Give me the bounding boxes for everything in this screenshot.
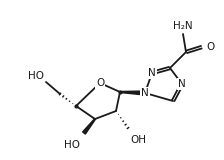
Text: HO: HO	[64, 140, 80, 150]
Text: N: N	[148, 68, 156, 78]
Polygon shape	[83, 119, 95, 134]
Text: H₂N: H₂N	[173, 21, 193, 31]
Text: O: O	[96, 78, 104, 88]
Text: HO: HO	[28, 71, 44, 81]
Text: N: N	[141, 88, 149, 98]
Text: OH: OH	[130, 135, 146, 145]
Text: N: N	[178, 79, 186, 89]
Polygon shape	[120, 91, 145, 95]
Text: O: O	[206, 42, 214, 52]
